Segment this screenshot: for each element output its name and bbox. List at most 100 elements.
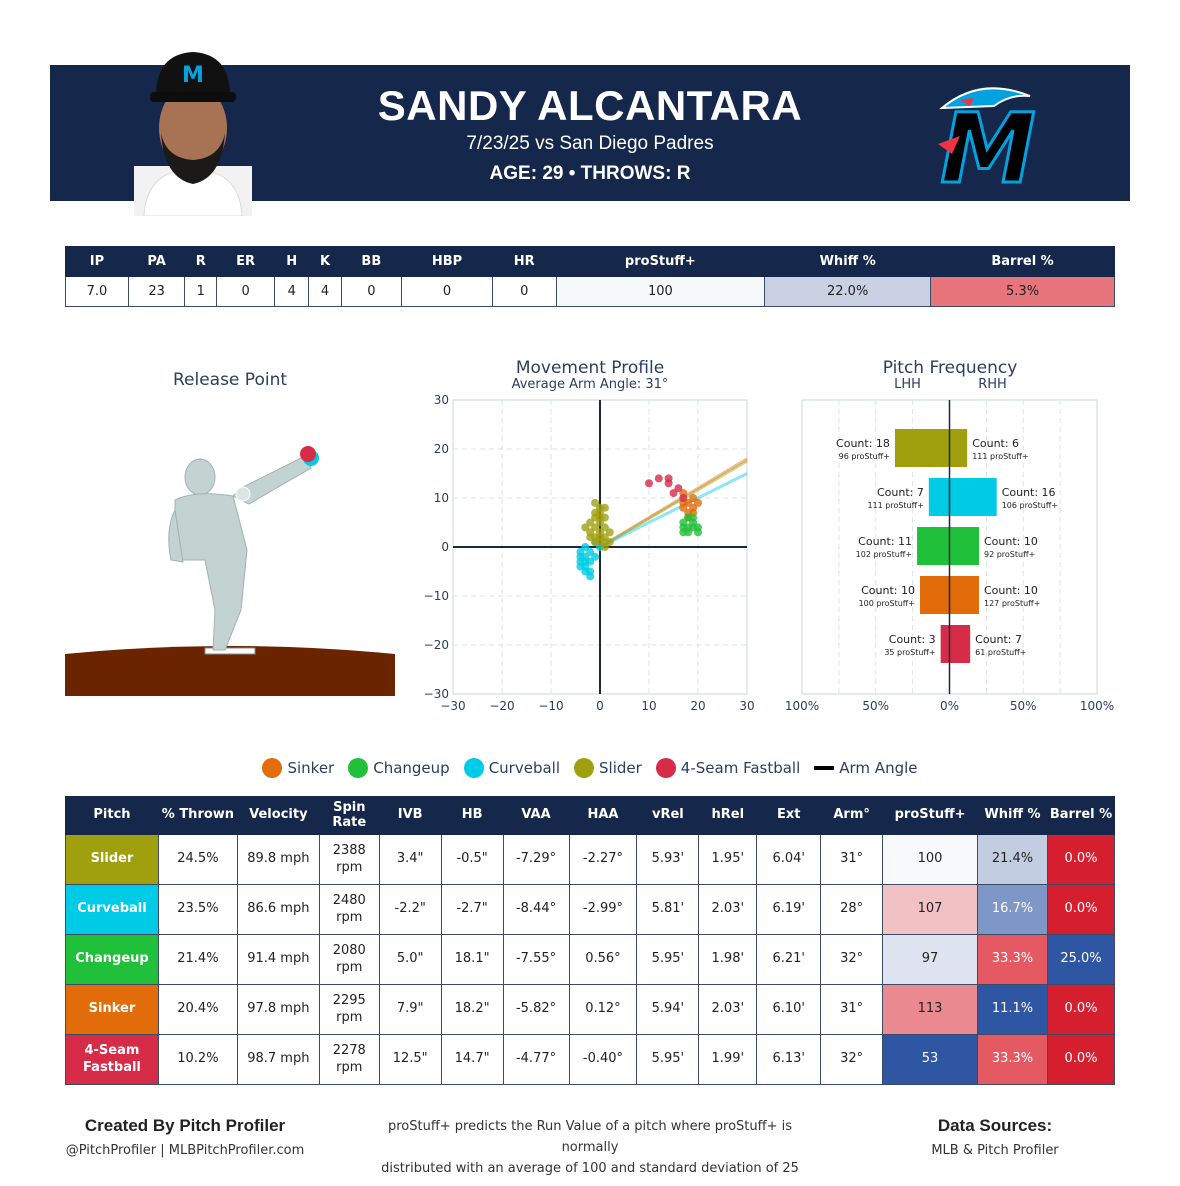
y-tick-label: 30 xyxy=(434,395,449,407)
pitch-cell: 0.0% xyxy=(1046,834,1116,885)
pitch-cell: -2.99° xyxy=(568,884,638,935)
arm-angle-line xyxy=(599,472,748,549)
pitch-cell: 11.1% xyxy=(977,984,1048,1035)
lhh-count-label: Count: 3 xyxy=(889,633,936,646)
pitch-cell: 2388 rpm xyxy=(318,834,380,885)
pitching-rubber xyxy=(204,647,256,655)
stat-value-er: 0 xyxy=(216,276,275,307)
rhh-count-label: Count: 6 xyxy=(972,437,1019,450)
marlins-logo-icon: M xyxy=(938,87,1037,188)
x-tick-label: 100% xyxy=(1080,699,1114,713)
stat-header-bb: BB xyxy=(340,246,403,277)
pitch-cell: 97 xyxy=(882,934,979,985)
cap-logo-icon: M xyxy=(182,63,204,88)
rhh-count-label: Count: 10 xyxy=(984,535,1038,548)
pitch-cell: 31° xyxy=(820,834,884,885)
pitch-cell: 107 xyxy=(882,884,979,935)
stat-value-barrel-: 5.3% xyxy=(930,276,1115,307)
arm-angle-line xyxy=(599,459,748,549)
pitch-point xyxy=(605,528,614,537)
pitch-name-cell: Slider xyxy=(65,834,159,885)
pitch-cell: 0.0% xyxy=(1046,884,1116,935)
lhh-count-label: Count: 18 xyxy=(836,437,890,450)
pitch-cell: 33.3% xyxy=(977,934,1048,985)
pitch-cell: 14.7" xyxy=(440,1034,504,1085)
player-name: SANDY ALCANTARA xyxy=(377,82,803,129)
prostuff-note-line1: proStuff+ predicts the Run Value of a pi… xyxy=(387,1119,793,1155)
pitch-col-barrel-: Barrel % xyxy=(1046,796,1116,835)
lhh-count-label: Count: 11 xyxy=(858,535,912,548)
y-tick-label: 20 xyxy=(434,442,449,456)
pitch-cell: 21.4% xyxy=(977,834,1048,885)
lhh-stuff-label: 100 proStuff+ xyxy=(859,599,915,608)
pitch-point xyxy=(694,523,702,532)
y-tick-label: −10 xyxy=(424,589,449,603)
x-tick-label: −30 xyxy=(440,699,465,713)
pitch-cell: 86.6 mph xyxy=(236,884,320,935)
pitch-metrics-table: Pitch% Thrown Velocity Spin Rate IVB HB VAA HA… xyxy=(65,796,1116,1085)
pitch-cell: -2.7" xyxy=(440,884,504,935)
release-ball-fastball xyxy=(300,446,316,462)
x-tick-label: 20 xyxy=(690,699,705,713)
x-tick-label: 0 xyxy=(596,699,604,713)
pitch-cell: 23.5% xyxy=(157,884,238,935)
stat-value-bb: 0 xyxy=(340,276,403,307)
pitch-cell: 28° xyxy=(820,884,884,935)
pitch-point xyxy=(586,567,595,576)
lhh-stuff-label: 96 proStuff+ xyxy=(839,452,890,461)
pitch-cell: 1.95' xyxy=(698,834,758,885)
pitch-point xyxy=(591,498,600,507)
lhh-bar xyxy=(920,576,950,614)
rhh-bar xyxy=(949,576,979,614)
pitch-point xyxy=(591,508,600,517)
pitch-point xyxy=(581,557,590,566)
pitch-cell: 6.21' xyxy=(756,934,822,985)
pitch-cell: 18.1" xyxy=(440,934,504,985)
pitch-cell: -2.27° xyxy=(568,834,638,885)
stat-header-er: ER xyxy=(216,246,275,277)
pitch-row: Curveball 23.5% 86.6 mph 2480 rpm -2.2" -2.7"… xyxy=(65,884,1116,935)
lhh-bar xyxy=(940,625,950,663)
rhh-stuff-label: 92 proStuff+ xyxy=(984,550,1035,559)
pitch-cell: 32° xyxy=(820,934,884,985)
pitch-cell: 53 xyxy=(882,1034,979,1085)
pitch-legend: Sinker Changeup Curveball Slider 4-Seam Fast… xyxy=(0,758,1180,778)
prostuff-note-line2: distributed with an average of 100 and s… xyxy=(381,1160,799,1176)
pitch-cell: 6.19' xyxy=(756,884,822,935)
pitch-cell: 10.2% xyxy=(157,1034,238,1085)
rhh-stuff-label: 61 proStuff+ xyxy=(975,648,1026,657)
x-tick-label: 0% xyxy=(940,699,959,713)
rhh-stuff-label: 106 proStuff+ xyxy=(1002,501,1058,510)
pitch-cell: 2.03' xyxy=(698,884,758,935)
pitch-col-pitch: Pitch xyxy=(65,796,159,835)
stat-value-k: 4 xyxy=(308,276,342,307)
x-tick-label: −20 xyxy=(489,699,514,713)
pitch-name-cell: Curveball xyxy=(65,884,159,935)
social-handles: @PitchProfiler | MLBPitchProfiler.com xyxy=(65,1143,305,1158)
pitch-cell: 0.56° xyxy=(568,934,638,985)
movement-title: Movement Profile xyxy=(515,358,665,378)
stat-value-r: 1 xyxy=(184,276,218,307)
data-sources-title: Data Sources: xyxy=(937,1116,1053,1135)
pitch-cell: 6.10' xyxy=(756,984,822,1035)
pitch-cell: 7.9" xyxy=(378,984,442,1035)
stat-header-ip: IP xyxy=(65,246,129,277)
lhh-stuff-label: 111 proStuff+ xyxy=(867,501,923,510)
pitch-cell: -0.40° xyxy=(568,1034,638,1085)
pitch-col-prostuff-: proStuff+ xyxy=(882,796,979,835)
rhh-stuff-label: 127 proStuff+ xyxy=(984,599,1040,608)
y-tick-label: −30 xyxy=(424,687,449,701)
pitch-col-vaa: VAA xyxy=(502,796,570,835)
pitch-cell: 24.5% xyxy=(157,834,238,885)
pitch-cell: 5.94' xyxy=(636,984,700,1035)
stat-value-hr: 0 xyxy=(491,276,557,307)
movement-subtitle: Average Arm Angle: 31° xyxy=(511,377,669,392)
pitch-point xyxy=(654,474,663,483)
pitch-cell: 0.12° xyxy=(568,984,638,1035)
legend-item: Changeup xyxy=(348,758,450,778)
pitch-cell: 5.0" xyxy=(378,934,442,985)
pitch-point xyxy=(679,494,688,502)
pitch-cell: 98.7 mph xyxy=(236,1034,320,1085)
rhh-bar xyxy=(949,478,997,516)
pitch-col-arm-: Arm° xyxy=(820,796,884,835)
